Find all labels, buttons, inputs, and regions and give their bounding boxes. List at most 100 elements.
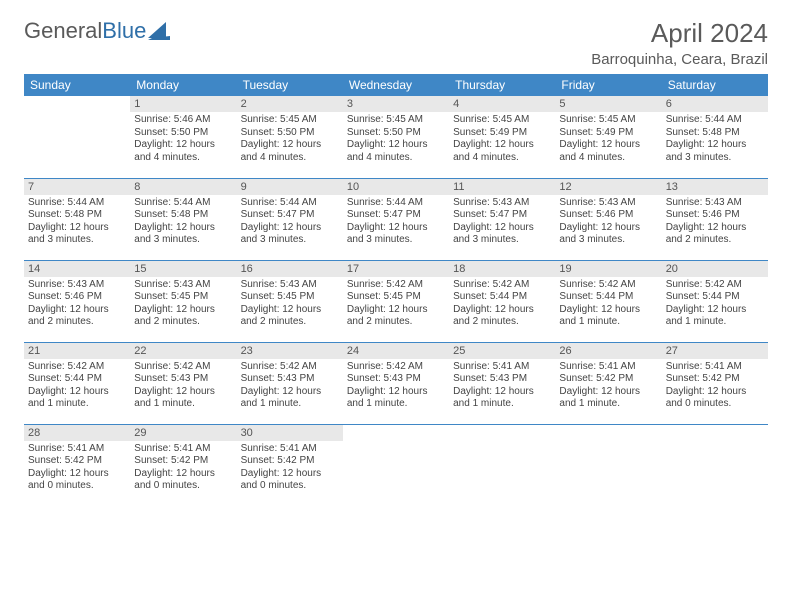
sunset-line: Sunset: 5:47 PM bbox=[347, 209, 445, 222]
calendar-head: SundayMondayTuesdayWednesdayThursdayFrid… bbox=[24, 74, 768, 96]
sunset-line: Sunset: 5:44 PM bbox=[28, 373, 126, 386]
day-number: 5 bbox=[555, 96, 661, 112]
day-number: 15 bbox=[130, 261, 236, 277]
calendar-cell: 12Sunrise: 5:43 AMSunset: 5:46 PMDayligh… bbox=[555, 178, 661, 260]
calendar-cell: 8Sunrise: 5:44 AMSunset: 5:48 PMDaylight… bbox=[130, 178, 236, 260]
daylight-line: Daylight: 12 hours and 2 minutes. bbox=[666, 222, 764, 247]
calendar-cell: 24Sunrise: 5:42 AMSunset: 5:43 PMDayligh… bbox=[343, 342, 449, 424]
sunrise-line: Sunrise: 5:43 AM bbox=[28, 279, 126, 292]
calendar-cell: 18Sunrise: 5:42 AMSunset: 5:44 PMDayligh… bbox=[449, 260, 555, 342]
day-number: 8 bbox=[130, 179, 236, 195]
day-number: 9 bbox=[237, 179, 343, 195]
sunset-line: Sunset: 5:43 PM bbox=[134, 373, 232, 386]
sunset-line: Sunset: 5:50 PM bbox=[241, 127, 339, 140]
day-number: 22 bbox=[130, 343, 236, 359]
daylight-line: Daylight: 12 hours and 3 minutes. bbox=[134, 222, 232, 247]
daylight-line: Daylight: 12 hours and 1 minute. bbox=[347, 386, 445, 411]
calendar-cell: 14Sunrise: 5:43 AMSunset: 5:46 PMDayligh… bbox=[24, 260, 130, 342]
calendar-cell: 26Sunrise: 5:41 AMSunset: 5:42 PMDayligh… bbox=[555, 342, 661, 424]
calendar-week: 21Sunrise: 5:42 AMSunset: 5:44 PMDayligh… bbox=[24, 342, 768, 424]
daylight-line: Daylight: 12 hours and 0 minutes. bbox=[666, 386, 764, 411]
sunset-line: Sunset: 5:49 PM bbox=[453, 127, 551, 140]
day-number: 28 bbox=[24, 425, 130, 441]
calendar-cell: 29Sunrise: 5:41 AMSunset: 5:42 PMDayligh… bbox=[130, 424, 236, 506]
daylight-line: Daylight: 12 hours and 2 minutes. bbox=[453, 304, 551, 329]
logo: GeneralBlue bbox=[24, 18, 170, 44]
daylight-line: Daylight: 12 hours and 0 minutes. bbox=[134, 468, 232, 493]
location-text: Barroquinha, Ceara, Brazil bbox=[591, 51, 768, 68]
sunrise-line: Sunrise: 5:43 AM bbox=[453, 197, 551, 210]
daylight-line: Daylight: 12 hours and 1 minute. bbox=[666, 304, 764, 329]
sunrise-line: Sunrise: 5:42 AM bbox=[453, 279, 551, 292]
sunset-line: Sunset: 5:45 PM bbox=[347, 291, 445, 304]
day-number: 4 bbox=[449, 96, 555, 112]
sunset-line: Sunset: 5:47 PM bbox=[241, 209, 339, 222]
daylight-line: Daylight: 12 hours and 4 minutes. bbox=[559, 139, 657, 164]
sunrise-line: Sunrise: 5:42 AM bbox=[28, 361, 126, 374]
calendar-cell: 28Sunrise: 5:41 AMSunset: 5:42 PMDayligh… bbox=[24, 424, 130, 506]
sunset-line: Sunset: 5:45 PM bbox=[134, 291, 232, 304]
month-title: April 2024 bbox=[591, 18, 768, 49]
sunrise-line: Sunrise: 5:45 AM bbox=[347, 114, 445, 127]
calendar-week: 14Sunrise: 5:43 AMSunset: 5:46 PMDayligh… bbox=[24, 260, 768, 342]
day-number: 13 bbox=[662, 179, 768, 195]
sunrise-line: Sunrise: 5:43 AM bbox=[559, 197, 657, 210]
calendar-cell: 7Sunrise: 5:44 AMSunset: 5:48 PMDaylight… bbox=[24, 178, 130, 260]
day-number: 24 bbox=[343, 343, 449, 359]
daylight-line: Daylight: 12 hours and 3 minutes. bbox=[28, 222, 126, 247]
logo-sail-icon bbox=[148, 22, 170, 40]
day-header: Sunday bbox=[24, 74, 130, 96]
calendar-cell bbox=[662, 424, 768, 506]
day-number: 1 bbox=[130, 96, 236, 112]
sunrise-line: Sunrise: 5:45 AM bbox=[559, 114, 657, 127]
calendar-cell: 25Sunrise: 5:41 AMSunset: 5:43 PMDayligh… bbox=[449, 342, 555, 424]
sunrise-line: Sunrise: 5:42 AM bbox=[666, 279, 764, 292]
calendar-cell: 15Sunrise: 5:43 AMSunset: 5:45 PMDayligh… bbox=[130, 260, 236, 342]
daylight-line: Daylight: 12 hours and 4 minutes. bbox=[241, 139, 339, 164]
sunrise-line: Sunrise: 5:45 AM bbox=[241, 114, 339, 127]
calendar-week: 28 Sunrise: 5:41 AM Sunset: 5:42 PM Dayligh… bbox=[24, 424, 768, 506]
sunrise-line: Sunrise: 5:41 AM bbox=[559, 361, 657, 374]
calendar-cell: 5 Sunrise: 5:45 AMSunset: 5:49 PMDaylight… bbox=[555, 96, 661, 178]
sunset-line: Sunset: 5:48 PM bbox=[134, 209, 232, 222]
calendar-cell: 3Sunrise: 5:45 AMSunset: 5:50 PMDaylight… bbox=[343, 96, 449, 178]
calendar-cell: 27Sunrise: 5:41 AMSunset: 5:42 PMDayligh… bbox=[662, 342, 768, 424]
sunset-line: Sunset: 5:42 PM bbox=[241, 455, 339, 468]
sunset-line: Sunset: 5:47 PM bbox=[453, 209, 551, 222]
calendar-cell bbox=[343, 424, 449, 506]
sunrise-line: Sunrise: 5:43 AM bbox=[241, 279, 339, 292]
sunset-line: Sunset: 5:50 PM bbox=[347, 127, 445, 140]
sunrise-line: Sunrise: 5:41 AM bbox=[453, 361, 551, 374]
calendar-cell: 4 Sunrise: 5:45 AMSunset: 5:49 PMDaylight… bbox=[449, 96, 555, 178]
day-number: 16 bbox=[237, 261, 343, 277]
sunset-line: Sunset: 5:45 PM bbox=[241, 291, 339, 304]
sunrise-line: Sunrise: 5:44 AM bbox=[241, 197, 339, 210]
sunrise-line: Sunrise: 5:43 AM bbox=[666, 197, 764, 210]
day-number: 10 bbox=[343, 179, 449, 195]
sunrise-line: Sunrise: 5:44 AM bbox=[28, 197, 126, 210]
calendar-cell: 2Sunrise: 5:45 AMSunset: 5:50 PMDaylight… bbox=[237, 96, 343, 178]
sunset-line: Sunset: 5:46 PM bbox=[28, 291, 126, 304]
calendar-cell: 17Sunrise: 5:42 AMSunset: 5:45 PMDayligh… bbox=[343, 260, 449, 342]
sunrise-line: Sunrise: 5:42 AM bbox=[241, 361, 339, 374]
calendar-body: 1Sunrise: 5:46 AMSunset: 5:50 PMDaylight… bbox=[24, 96, 768, 506]
daylight-line: Daylight: 12 hours and 3 minutes. bbox=[241, 222, 339, 247]
daylight-line: Daylight: 12 hours and 0 minutes. bbox=[28, 468, 126, 493]
sunset-line: Sunset: 5:49 PM bbox=[559, 127, 657, 140]
daylight-line: Daylight: 12 hours and 4 minutes. bbox=[347, 139, 445, 164]
daylight-line: Daylight: 12 hours and 4 minutes. bbox=[453, 139, 551, 164]
calendar-cell: 10Sunrise: 5:44 AMSunset: 5:47 PMDayligh… bbox=[343, 178, 449, 260]
day-header: Thursday bbox=[449, 74, 555, 96]
sunrise-line: Sunrise: 5:45 AM bbox=[453, 114, 551, 127]
calendar-cell: 20Sunrise: 5:42 AMSunset: 5:44 PMDayligh… bbox=[662, 260, 768, 342]
sunrise-line: Sunrise: 5:42 AM bbox=[347, 361, 445, 374]
sunrise-line: Sunrise: 5:42 AM bbox=[559, 279, 657, 292]
sunrise-line: Sunrise: 5:41 AM bbox=[134, 443, 232, 456]
daylight-line: Daylight: 12 hours and 2 minutes. bbox=[28, 304, 126, 329]
sunrise-line: Sunrise: 5:46 AM bbox=[134, 114, 232, 127]
day-number: 11 bbox=[449, 179, 555, 195]
daylight-line: Daylight: 12 hours and 1 minute. bbox=[453, 386, 551, 411]
sunset-line: Sunset: 5:50 PM bbox=[134, 127, 232, 140]
sunset-line: Sunset: 5:48 PM bbox=[28, 209, 126, 222]
day-number: 12 bbox=[555, 179, 661, 195]
